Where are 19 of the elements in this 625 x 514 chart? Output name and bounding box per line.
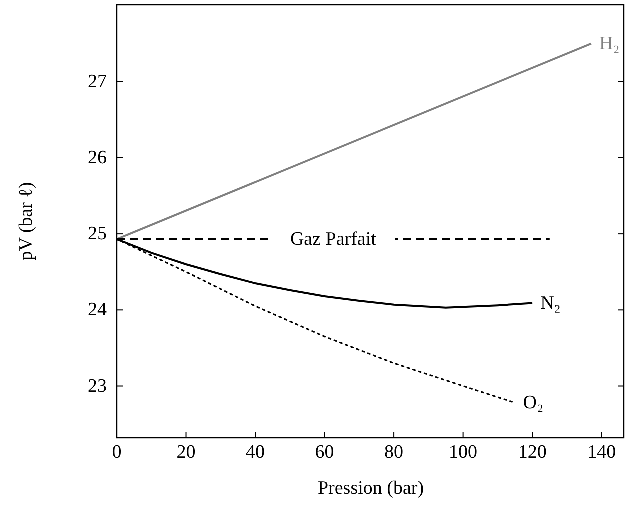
y-axis-title: pV (bar ℓ) xyxy=(16,182,37,261)
x-tick-label: 40 xyxy=(246,442,266,463)
x-tick-label: 0 xyxy=(112,442,122,463)
y-tick-label: 24 xyxy=(88,300,108,321)
x-tick-label: 80 xyxy=(384,442,404,463)
y-tick-label: 27 xyxy=(88,71,107,92)
series-label: Gaz Parfait xyxy=(290,228,378,250)
x-tick-label: 100 xyxy=(449,442,478,463)
x-axis-title: Pression (bar) xyxy=(318,478,424,499)
x-tick-label: 20 xyxy=(176,442,196,463)
y-tick-label: 23 xyxy=(88,376,107,397)
series-label: O₂ xyxy=(523,392,544,414)
x-tick-label: 60 xyxy=(315,442,334,463)
series-label: N₂ xyxy=(540,292,561,314)
x-tick-label: 120 xyxy=(518,442,547,463)
y-tick-label: 25 xyxy=(88,224,107,245)
x-tick-label: 140 xyxy=(588,442,616,463)
series-label: H₂ xyxy=(599,33,620,54)
y-tick-label: 26 xyxy=(88,147,107,168)
